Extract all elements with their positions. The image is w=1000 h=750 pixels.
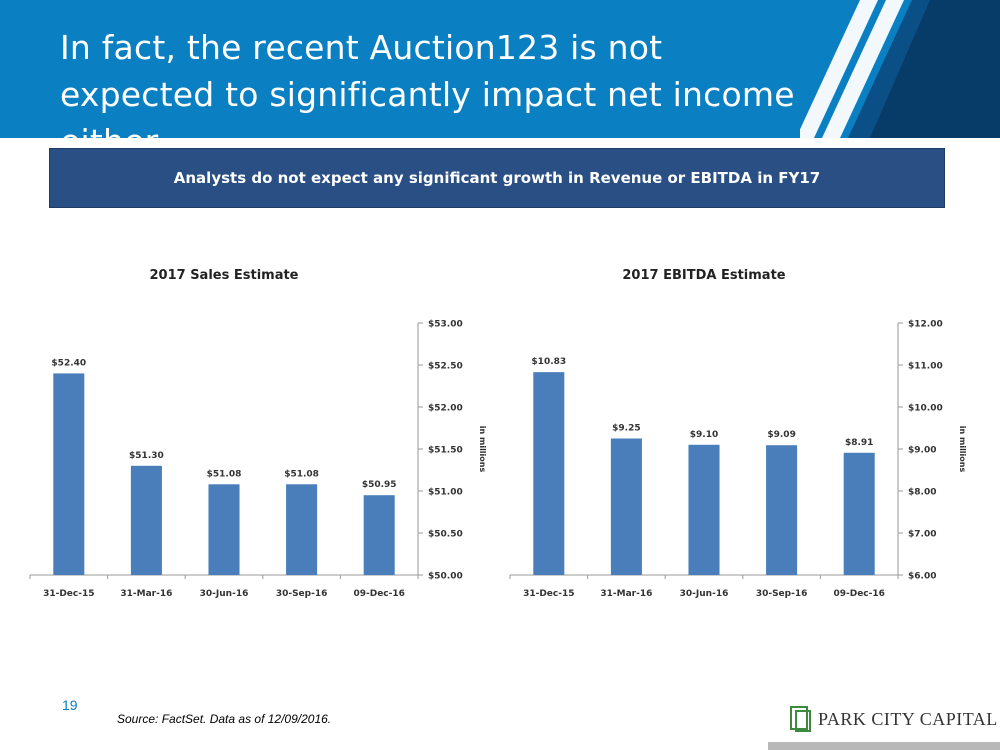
bar: [286, 484, 318, 575]
y-tick-label: $52.50: [428, 362, 463, 372]
x-tick-label: 31-Mar-16: [120, 589, 172, 599]
bar: [688, 444, 720, 575]
bar: [363, 495, 395, 575]
x-tick-label: 31-Dec-15: [523, 589, 574, 599]
y-tick-label: $50.00: [428, 572, 463, 582]
y-tick-label: $8.00: [908, 488, 936, 498]
bar: [766, 445, 798, 575]
x-tick-label: 31-Mar-16: [600, 589, 652, 599]
logo-text: PARK CITY CAPITAL: [818, 708, 998, 729]
y-tick-label: $53.00: [428, 320, 463, 330]
chart-title: 2017 Sales Estimate: [149, 268, 298, 283]
x-tick-label: 30-Jun-16: [200, 589, 249, 599]
header: In fact, the recent Auction123 is not ex…: [0, 0, 1000, 138]
x-tick-label: 30-Jun-16: [680, 589, 729, 599]
bar-value-label: $8.91: [845, 438, 873, 448]
y-tick-label: $9.00: [908, 446, 936, 456]
x-tick-label: 31-Dec-15: [43, 589, 94, 599]
bar-value-label: $9.25: [612, 424, 640, 434]
y-axis-label: in millions: [478, 426, 487, 473]
sales-estimate-chart: 2017 Sales Estimate $50.00 $50.50 $51.00 $51…: [20, 255, 500, 615]
bar-value-label: $50.95: [362, 480, 397, 490]
y-axis-label: in millions: [958, 426, 967, 473]
y-tick-label: $7.00: [908, 530, 936, 540]
x-tick-label: 09-Dec-16: [833, 589, 884, 599]
bar: [130, 465, 162, 575]
park-city-logo: PARK CITY CAPITAL: [790, 704, 998, 734]
bar: [53, 373, 85, 575]
x-tick-label: 30-Sep-16: [276, 589, 328, 599]
y-tick-label: $51.50: [428, 446, 463, 456]
bar-value-label: $52.40: [51, 358, 86, 368]
park-city-logo-icon: [790, 706, 811, 732]
x-tick-label: 09-Dec-16: [353, 589, 404, 599]
y-tick-label: $50.50: [428, 530, 463, 540]
slide-title: In fact, the recent Auction123 is not ex…: [60, 28, 795, 138]
bar: [843, 452, 875, 575]
bar-value-label: $51.30: [129, 451, 164, 461]
ebitda-estimate-chart: 2017 EBITDA Estimate $6.00 $7.00 $8.00 $9.00…: [500, 255, 980, 615]
header-stripes-decoration: [800, 0, 1000, 138]
bar-value-label: $9.09: [767, 430, 795, 440]
bar-value-label: $51.08: [207, 469, 242, 479]
y-tick-label: $11.00: [908, 362, 943, 372]
banner-text: Analysts do not expect any significant g…: [173, 169, 821, 187]
summary-banner: Analysts do not expect any significant g…: [49, 148, 945, 208]
bar: [533, 372, 565, 575]
bar-value-label: $9.10: [690, 430, 718, 440]
bar-value-label: $10.83: [531, 357, 566, 367]
source-note: Source: FactSet. Data as of 12/09/2016.: [117, 712, 332, 726]
y-tick-label: $12.00: [908, 320, 943, 330]
sales-chart-svg: 2017 Sales Estimate $50.00 $50.50 $51.00 $51…: [29, 268, 487, 599]
bar-value-label: $51.08: [284, 469, 319, 479]
bar: [208, 484, 240, 575]
bar: [610, 438, 642, 575]
y-tick-label: $52.00: [428, 404, 463, 414]
y-tick-label: $51.00: [428, 488, 463, 498]
y-tick-label: $10.00: [908, 404, 943, 414]
page-number: 19: [62, 697, 78, 713]
x-tick-label: 30-Sep-16: [756, 589, 808, 599]
ebitda-chart-svg: 2017 EBITDA Estimate $6.00 $7.00 $8.00 $9.00…: [509, 268, 967, 599]
chart-title: 2017 EBITDA Estimate: [622, 268, 785, 283]
y-tick-label: $6.00: [908, 572, 936, 582]
footer-bar: [768, 742, 1000, 750]
